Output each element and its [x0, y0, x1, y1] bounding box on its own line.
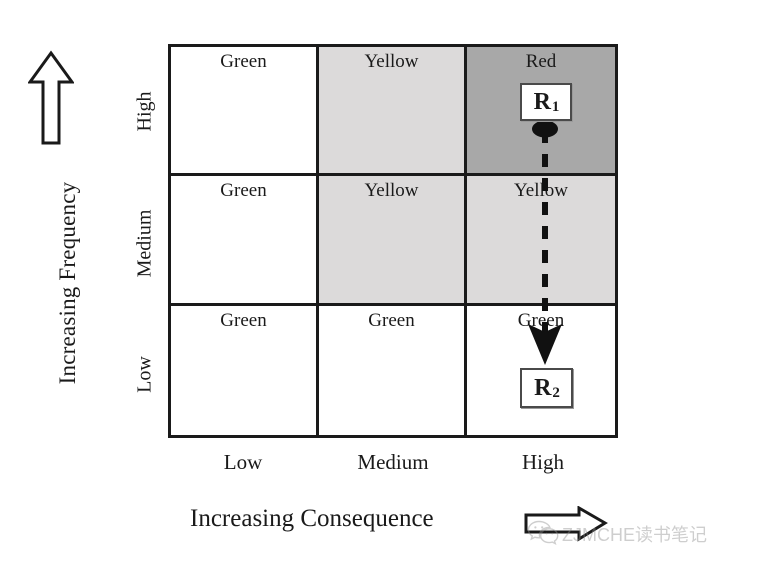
matrix-cell-low-low[interactable]: Green: [171, 305, 319, 435]
matrix-cell-label: Green: [220, 180, 267, 202]
risk-marker-r2-subscript: 2: [552, 384, 560, 401]
matrix-cell-high-medium[interactable]: Yellow: [319, 47, 467, 177]
matrix-cell-medium-high[interactable]: Yellow: [467, 176, 615, 306]
row-tick-label-medium: Medium: [133, 209, 156, 278]
matrix-cell-label: Yellow: [364, 51, 419, 72]
matrix-cell-label: Green: [220, 51, 267, 72]
col-tick-label-medium: Medium: [357, 450, 429, 474]
increasing-frequency-arrow-icon: [27, 50, 75, 146]
col-tick-label-low: Low: [223, 450, 263, 474]
matrix-cell-label: Red: [525, 51, 557, 72]
matrix-cell-high-low[interactable]: Green: [171, 47, 319, 177]
increasing-consequence-arrow-icon: [524, 505, 608, 542]
matrix-cell-label: Green: [517, 309, 565, 331]
matrix-cell-label: Yellow: [364, 180, 419, 202]
y-axis-title: Increasing Frequency: [55, 181, 80, 385]
risk-marker-r1-subscript: 1: [551, 98, 560, 115]
risk-marker-r1-letter: R: [533, 88, 551, 115]
matrix-cell-medium-medium[interactable]: Yellow: [319, 176, 467, 306]
matrix-cell-medium-low[interactable]: Green: [171, 176, 319, 306]
row-tick-label-low: Low: [133, 356, 156, 393]
risk-marker-r2-letter: R: [534, 374, 552, 401]
x-axis-title: Increasing Consequence: [190, 505, 434, 532]
col-tick-label-high: High: [522, 450, 564, 474]
matrix-cell-low-medium[interactable]: Green: [319, 305, 467, 435]
row-tick-label-high: High: [133, 91, 156, 132]
matrix-cell-label: Yellow: [513, 180, 569, 202]
matrix-cell-label: Green: [220, 309, 267, 331]
matrix-cell-label: Green: [368, 309, 415, 331]
